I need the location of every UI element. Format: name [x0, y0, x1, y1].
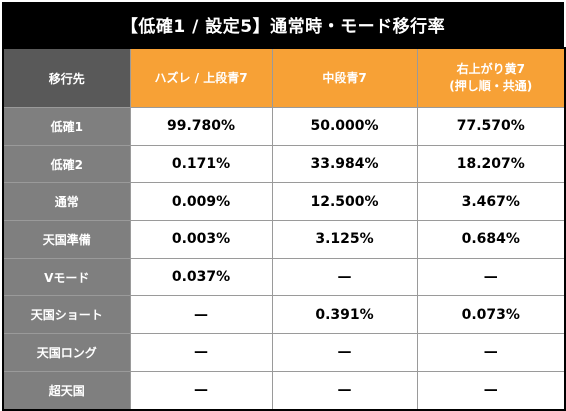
table-cell: 0.171%: [129, 144, 273, 184]
table-cell: —: [416, 333, 566, 372]
column-header-hazure: ハズレ / 上段青7: [129, 47, 273, 108]
column-header-label: ハズレ / 上段青7: [154, 70, 248, 85]
table-cell: 0.009%: [129, 182, 273, 222]
table-cell: —: [129, 333, 273, 372]
table-cell: 3.125%: [271, 220, 418, 259]
column-header-middle-blue7: 中段青7: [271, 47, 418, 108]
table-row: 通常 0.009% 12.500% 3.467%: [2, 182, 566, 222]
row-header: 低確1: [2, 107, 131, 146]
table-row: 低確1 99.780% 50.000% 77.570%: [2, 107, 566, 146]
table-row: 低確2 0.171% 33.984% 18.207%: [2, 144, 566, 184]
table-row: 天国ショート — 0.391% 0.073%: [2, 295, 566, 335]
table-cell: 0.684%: [416, 220, 566, 259]
table-cell: 33.984%: [271, 144, 418, 184]
header-row: 移行先 ハズレ / 上段青7 中段青7 右上がり黄7 (押し順・共通): [2, 47, 566, 108]
table-cell: —: [271, 333, 418, 372]
table-cell: 0.003%: [129, 220, 273, 259]
table-cell: 3.467%: [416, 182, 566, 222]
row-header: 通常: [2, 182, 131, 222]
table-row: 超天国 — — —: [2, 370, 566, 411]
row-header: 天国ロング: [2, 333, 131, 372]
table-cell: —: [271, 370, 418, 411]
row-header: 超天国: [2, 370, 131, 411]
corner-header: 移行先: [2, 47, 131, 108]
table-row: 天国準備 0.003% 3.125% 0.684%: [2, 220, 566, 259]
row-header: 天国ショート: [2, 295, 131, 335]
table-cell: 50.000%: [271, 107, 418, 146]
table-cell: —: [129, 370, 273, 411]
table-row: 天国ロング — — —: [2, 333, 566, 372]
table-cell: 77.570%: [416, 107, 566, 146]
column-header-label: 中段青7: [322, 70, 367, 85]
mode-transition-table: 移行先 ハズレ / 上段青7 中段青7 右上がり黄7 (押し順・共通) 低確1 …: [2, 47, 566, 411]
row-header: 天国準備: [2, 220, 131, 259]
table-row: Vモード 0.037% — —: [2, 257, 566, 297]
table-cell: 0.391%: [271, 295, 418, 335]
table-cell: 18.207%: [416, 144, 566, 184]
page-title: 【低確1 / 設定5】通常時・モード移行率: [2, 2, 564, 47]
column-header-rising-yellow7: 右上がり黄7 (押し順・共通): [416, 47, 566, 108]
row-header: 低確2: [2, 144, 131, 184]
table-cell: —: [416, 257, 566, 297]
table-cell: —: [129, 295, 273, 335]
table-cell: —: [416, 370, 566, 411]
table-cell: 99.780%: [129, 107, 273, 146]
table-cell: 12.500%: [271, 182, 418, 222]
table-cell: —: [271, 257, 418, 297]
column-header-sublabel: (押し順・共通): [449, 79, 533, 93]
column-header-label: 右上がり黄7: [456, 62, 525, 76]
table-cell: 0.037%: [129, 257, 273, 297]
table-cell: 0.073%: [416, 295, 566, 335]
row-header: Vモード: [2, 257, 131, 297]
